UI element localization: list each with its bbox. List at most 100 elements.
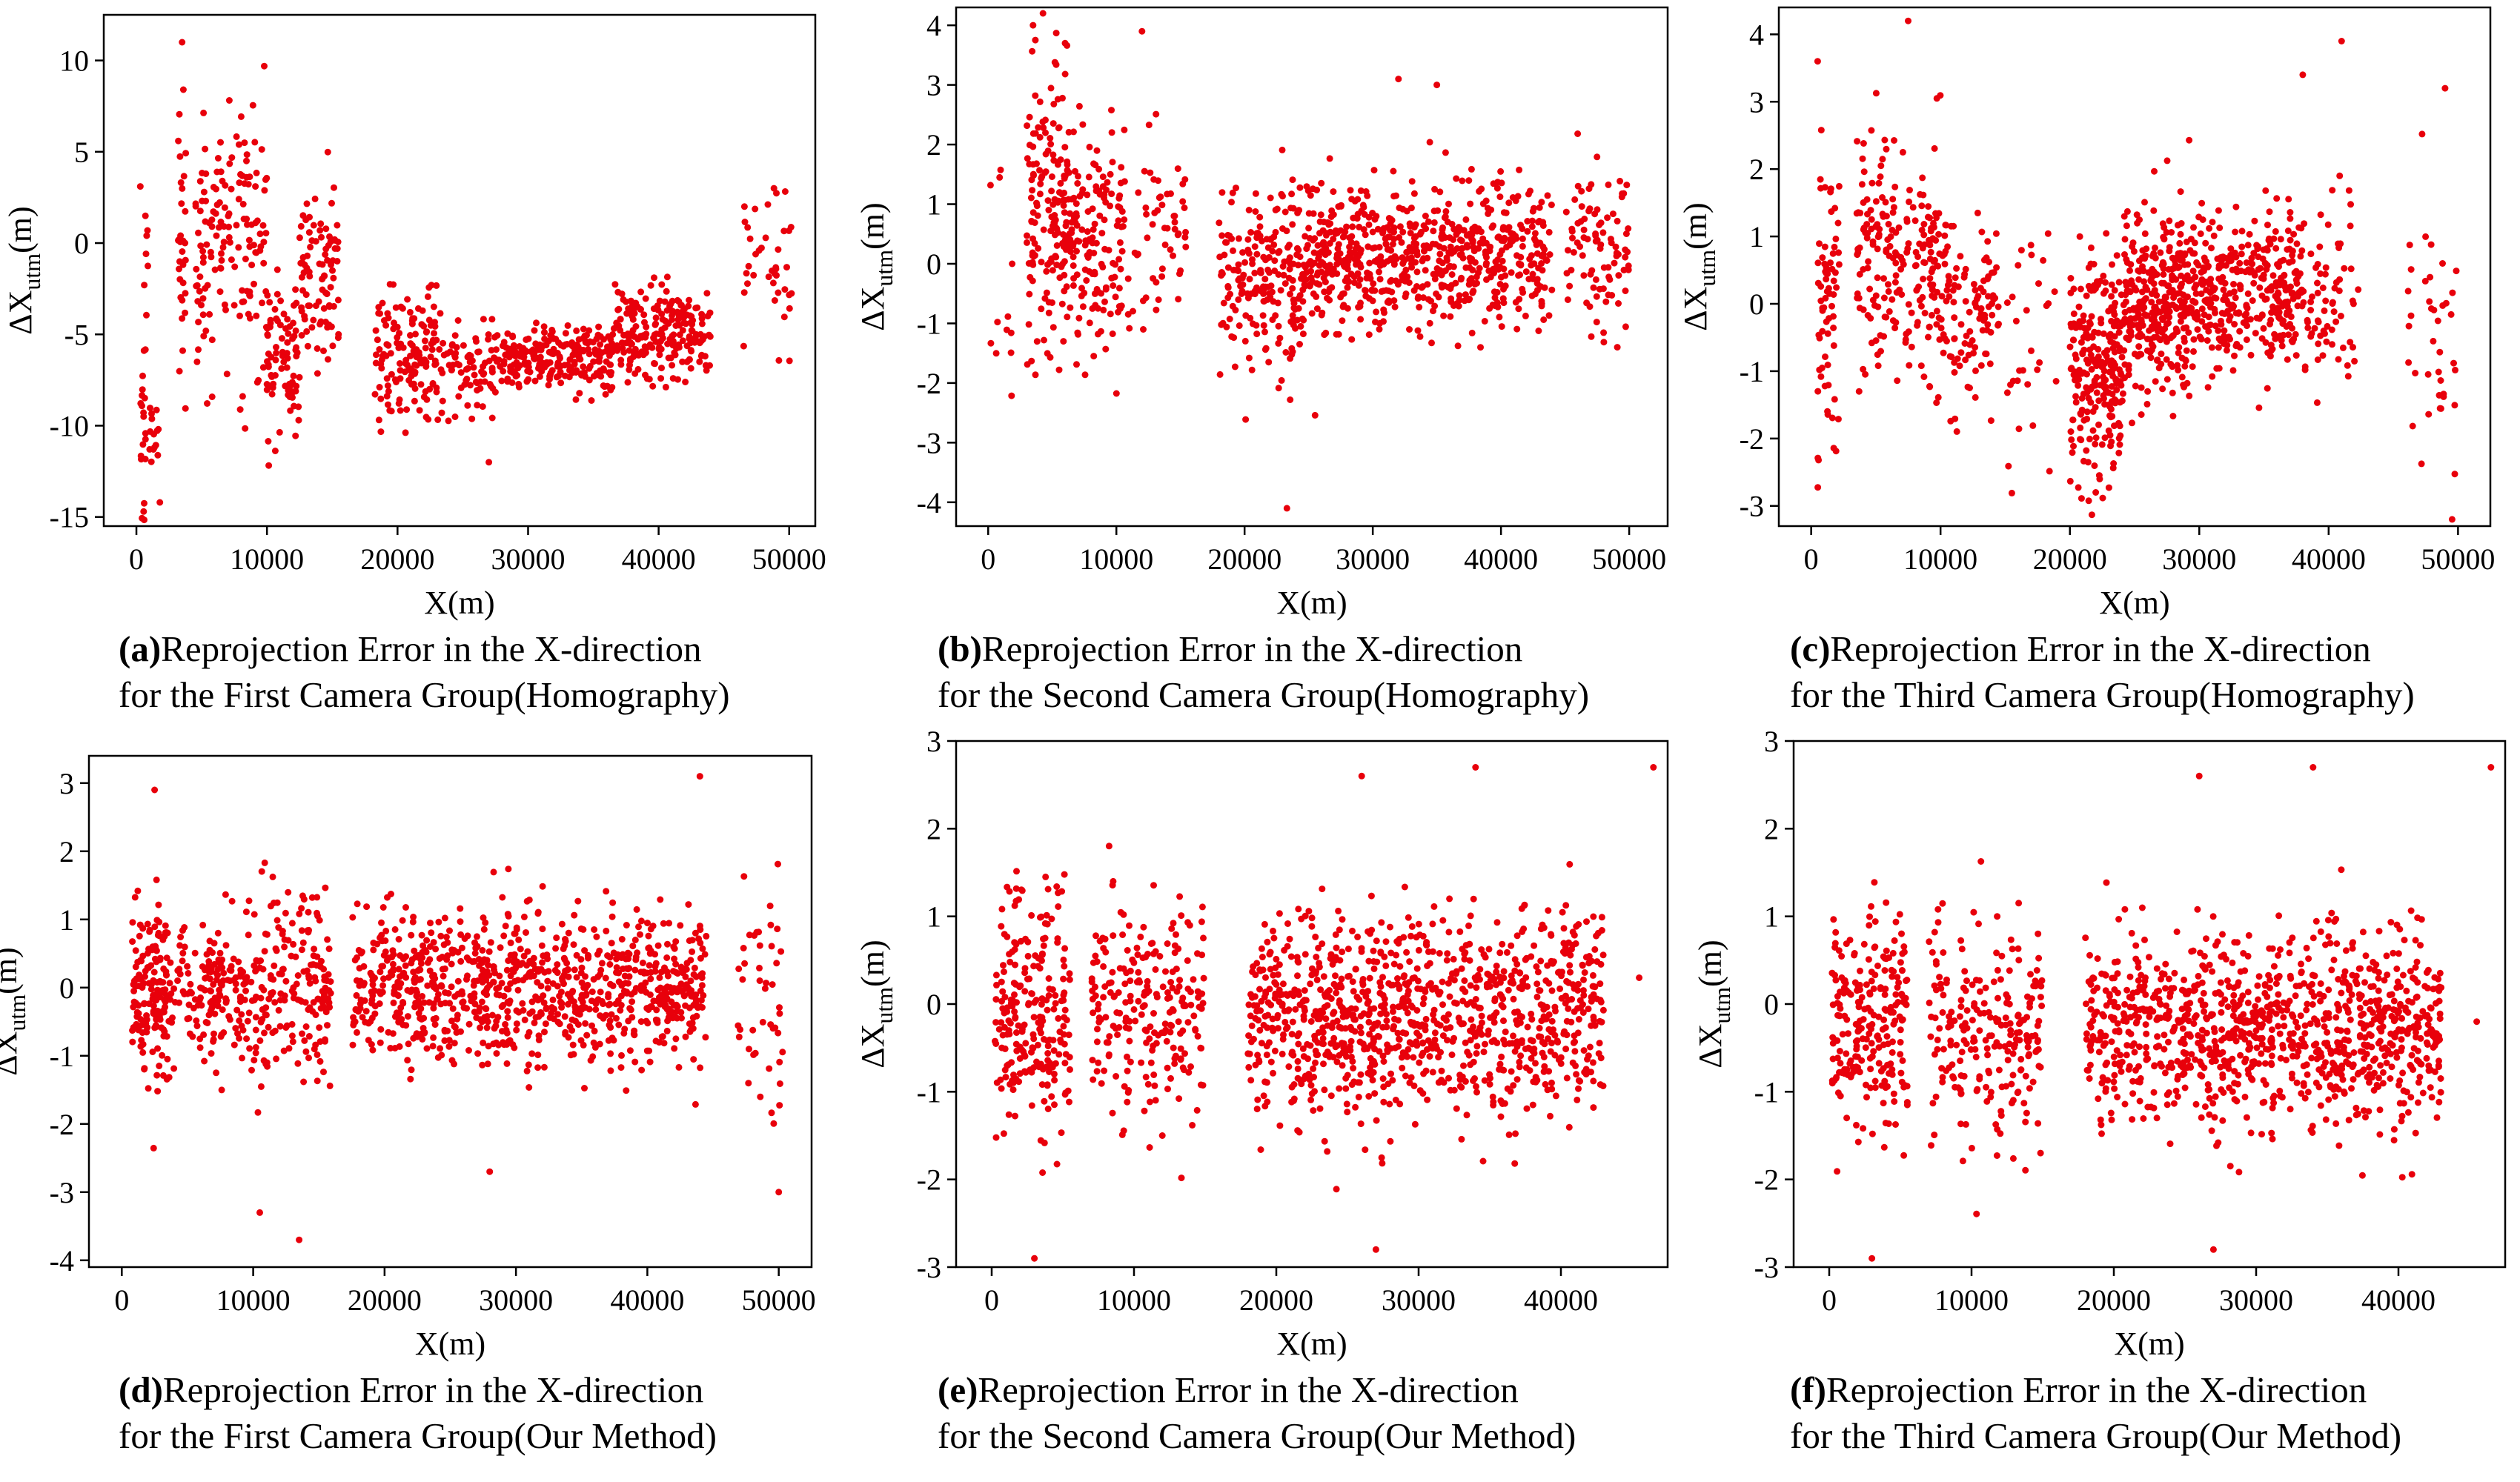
data-point: [246, 243, 253, 250]
data-point: [1910, 204, 1917, 210]
data-point: [655, 307, 662, 313]
data-point: [1306, 210, 1313, 217]
data-point: [228, 256, 235, 263]
data-point: [1586, 185, 1593, 192]
data-point: [2430, 338, 2436, 345]
data-point: [1245, 295, 1252, 302]
data-point: [1825, 330, 1831, 337]
data-point: [2089, 366, 2095, 373]
data-point: [1064, 162, 1071, 168]
data-point: [676, 1064, 683, 1071]
data-point: [1614, 218, 1621, 225]
data-point: [1448, 296, 1454, 302]
data-point: [2224, 347, 2230, 353]
data-point: [1048, 256, 1055, 262]
data-point: [1396, 205, 1403, 211]
data-point: [1524, 218, 1531, 225]
data-point: [437, 310, 444, 316]
data-point: [2111, 304, 2118, 310]
data-point: [215, 155, 222, 162]
data-point: [1978, 305, 1985, 312]
data-point: [240, 201, 247, 207]
data-point: [235, 244, 242, 250]
data-point: [253, 1027, 259, 1034]
data-point: [1615, 251, 1622, 258]
data-point: [1283, 227, 1290, 234]
data-point: [143, 312, 150, 319]
data-point: [1024, 233, 1030, 239]
data-point: [1347, 187, 1354, 193]
data-point: [1157, 193, 1164, 200]
data-point: [237, 998, 244, 1005]
data-point: [289, 394, 296, 401]
data-point: [1439, 225, 1446, 231]
data-point: [1835, 249, 1842, 256]
data-point: [178, 200, 185, 207]
data-point: [1413, 283, 1420, 290]
data-point: [2318, 211, 2324, 218]
data-point: [2316, 244, 2323, 250]
y-tick-label: 0: [926, 247, 941, 281]
data-point: [209, 336, 216, 343]
data-point: [1075, 238, 1082, 245]
data-point: [433, 361, 440, 368]
data-point: [133, 963, 139, 970]
data-point: [303, 1023, 310, 1030]
data-point: [2176, 240, 2183, 247]
data-point: [548, 327, 555, 333]
data-point: [521, 914, 528, 920]
data-point: [314, 345, 321, 352]
data-point: [1831, 396, 1838, 402]
data-point: [672, 322, 679, 329]
data-point: [1344, 274, 1350, 281]
data-point: [1218, 269, 1225, 276]
data-point: [1483, 260, 1490, 267]
data-point: [2089, 511, 2095, 518]
data-point: [179, 927, 186, 934]
data-point: [442, 989, 448, 996]
data-point: [1934, 308, 1940, 314]
data-point: [663, 954, 670, 961]
data-point: [305, 343, 311, 350]
data-point: [1540, 316, 1547, 323]
data-point: [669, 310, 676, 316]
data-point: [1469, 330, 1476, 336]
data-point: [2321, 308, 2328, 314]
data-point: [1108, 107, 1115, 113]
plot-frame: [104, 15, 815, 526]
data-point: [1594, 153, 1600, 160]
data-point: [1032, 93, 1038, 99]
data-point: [2108, 318, 2115, 325]
y-axis-label: ΔXutm(m): [1677, 202, 1720, 330]
data-point: [291, 302, 297, 309]
data-point: [1322, 279, 1329, 285]
data-point: [2338, 313, 2344, 319]
data-point: [2159, 385, 2166, 392]
data-point: [306, 302, 313, 309]
data-point: [2109, 282, 2115, 288]
data-point: [1832, 236, 1839, 242]
data-point: [2237, 283, 2244, 290]
points-group: [137, 39, 795, 524]
data-point: [2144, 388, 2151, 395]
data-point: [504, 1060, 511, 1067]
data-point: [319, 988, 326, 994]
data-point: [2443, 300, 2450, 307]
data-point: [2207, 276, 2214, 282]
data-point: [1087, 144, 1093, 150]
data-point: [1816, 367, 1823, 373]
data-point: [1836, 183, 1843, 190]
data-point: [2151, 334, 2158, 341]
data-point: [228, 154, 235, 161]
data-point: [1496, 193, 1503, 200]
data-point: [2110, 465, 2117, 471]
data-point: [1933, 399, 1940, 406]
data-point: [325, 149, 331, 156]
data-point: [429, 346, 436, 353]
data-point: [504, 967, 511, 974]
data-point: [2106, 332, 2113, 339]
data-point: [1049, 173, 1055, 180]
data-point: [155, 902, 162, 908]
data-point: [2347, 339, 2353, 345]
y-tick-label: 0: [74, 227, 89, 260]
